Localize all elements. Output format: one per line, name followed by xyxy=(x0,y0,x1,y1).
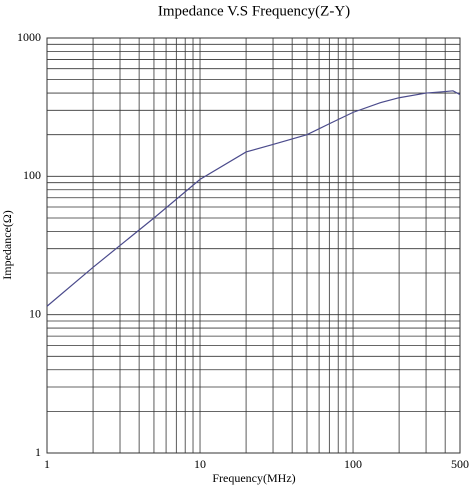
chart-title: Impedance V.S Frequency(Z-Y) xyxy=(158,3,350,19)
y-tick-label: 1000 xyxy=(17,30,41,44)
plot-frame xyxy=(46,37,461,454)
x-tick-label: 100 xyxy=(344,457,362,471)
x-tick-label: 10 xyxy=(194,457,206,471)
y-tick-label: 100 xyxy=(23,168,41,182)
x-tick-label: 500 xyxy=(451,457,469,471)
x-axis-label: Frequency(MHz) xyxy=(212,471,295,485)
y-tick-label: 1 xyxy=(35,445,41,459)
x-tick-label: 1 xyxy=(44,457,50,471)
data-line xyxy=(46,90,461,307)
y-tick-label: 10 xyxy=(29,306,41,320)
y-axis-label: Impedance(Ω) xyxy=(0,210,14,280)
